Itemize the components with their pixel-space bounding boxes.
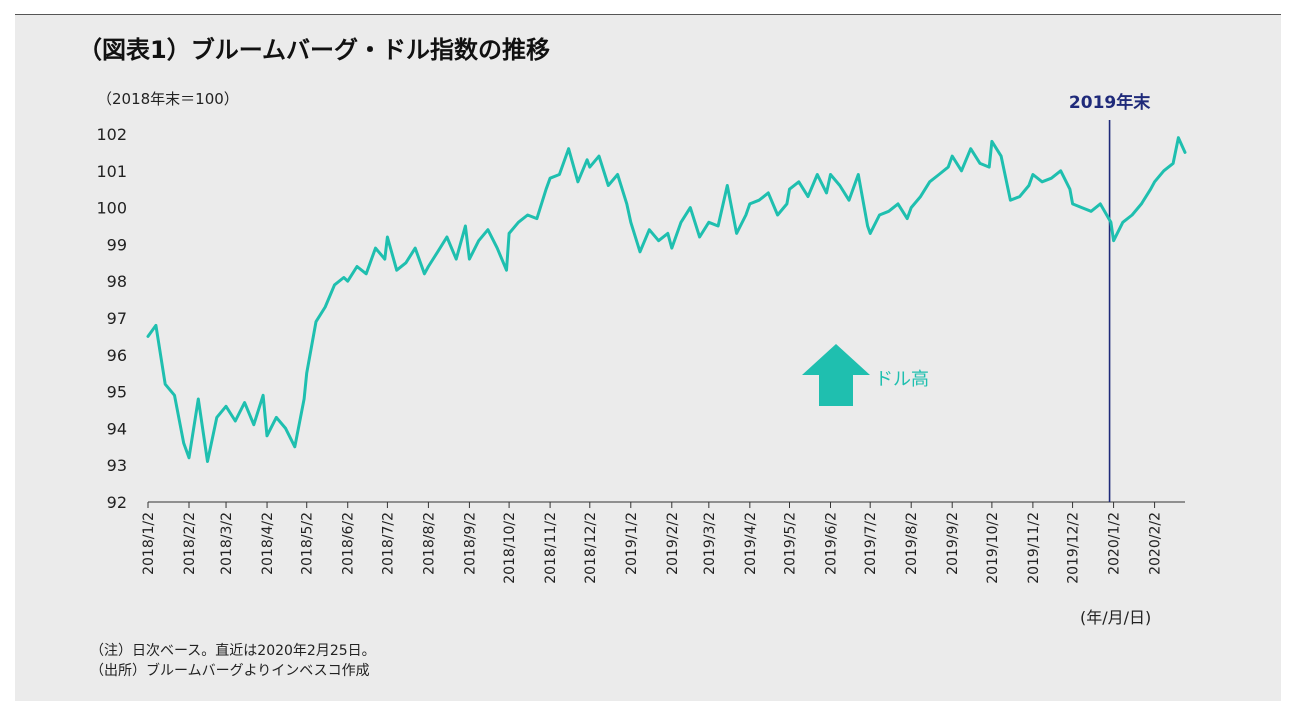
- x-tick-label: 2019/7/2: [863, 512, 879, 575]
- note-text: （注）日次ベース。直近は2020年2月25日。: [90, 643, 376, 659]
- x-tick-label: 2020/1/2: [1107, 512, 1123, 575]
- x-tick-label: 2019/9/2: [945, 512, 961, 575]
- x-tick-label: 2019/4/2: [743, 512, 759, 575]
- x-tick-label: 2019/10/2: [985, 512, 1001, 584]
- x-tick-label: 2018/2/2: [182, 512, 198, 575]
- x-tick-label: 2018/4/2: [260, 512, 276, 575]
- x-axis-unit-label: (年/月/日): [1080, 608, 1152, 627]
- x-tick-label: 2018/7/2: [380, 512, 396, 575]
- x-tick-label: 2018/11/2: [543, 512, 559, 584]
- x-tick-label: 2019/8/2: [904, 512, 920, 575]
- x-tick-label: 2018/3/2: [219, 512, 235, 575]
- x-tick-label: 2018/5/2: [300, 512, 316, 575]
- x-tick-label: 2018/12/2: [583, 512, 599, 584]
- x-tick-label: 2018/9/2: [462, 512, 478, 575]
- x-tick-label: 2019/5/2: [783, 512, 799, 575]
- x-tick-label: 2019/6/2: [824, 512, 840, 575]
- y-axis-unit-label: （2018年末＝100）: [97, 90, 239, 108]
- chart-panel: [15, 15, 1281, 701]
- source-text: （出所）ブルームバーグよりインベスコ作成: [90, 663, 370, 679]
- y-tick-label: 96: [107, 346, 127, 365]
- chart-title: （図表1）ブルームバーグ・ドル指数の推移: [78, 36, 550, 64]
- x-tick-label: 2018/1/2: [141, 512, 157, 575]
- x-tick-label: 2019/1/2: [624, 512, 640, 575]
- y-tick-label: 99: [107, 235, 127, 254]
- y-tick-label: 97: [107, 309, 127, 328]
- y-tick-label: 100: [96, 199, 127, 218]
- x-tick-label: 2019/3/2: [702, 512, 718, 575]
- x-tick-label: 2018/6/2: [341, 512, 357, 575]
- y-tick-label: 93: [107, 456, 127, 475]
- strong-dollar-label: ドル高: [875, 369, 929, 390]
- x-tick-label: 2018/8/2: [421, 512, 437, 575]
- up-arrow-icon: [802, 344, 870, 406]
- x-tick-label: 2019/11/2: [1026, 512, 1042, 584]
- year-end-marker-label: 2019年末: [1069, 92, 1151, 113]
- y-tick-label: 95: [107, 383, 127, 402]
- x-tick-label: 2019/12/2: [1066, 512, 1082, 584]
- index-series-line: [146, 136, 1187, 463]
- x-tick-label: 2019/2/2: [665, 512, 681, 575]
- top-rule: [15, 14, 1281, 15]
- y-tick-label: 102: [96, 125, 127, 144]
- y-tick-label: 98: [107, 272, 127, 291]
- x-tick-label: 2018/10/2: [502, 512, 518, 584]
- y-tick-label: 101: [96, 162, 127, 181]
- y-tick-label: 94: [107, 419, 127, 438]
- x-tick-label: 2020/2/2: [1148, 512, 1164, 575]
- y-tick-label: 92: [107, 493, 127, 512]
